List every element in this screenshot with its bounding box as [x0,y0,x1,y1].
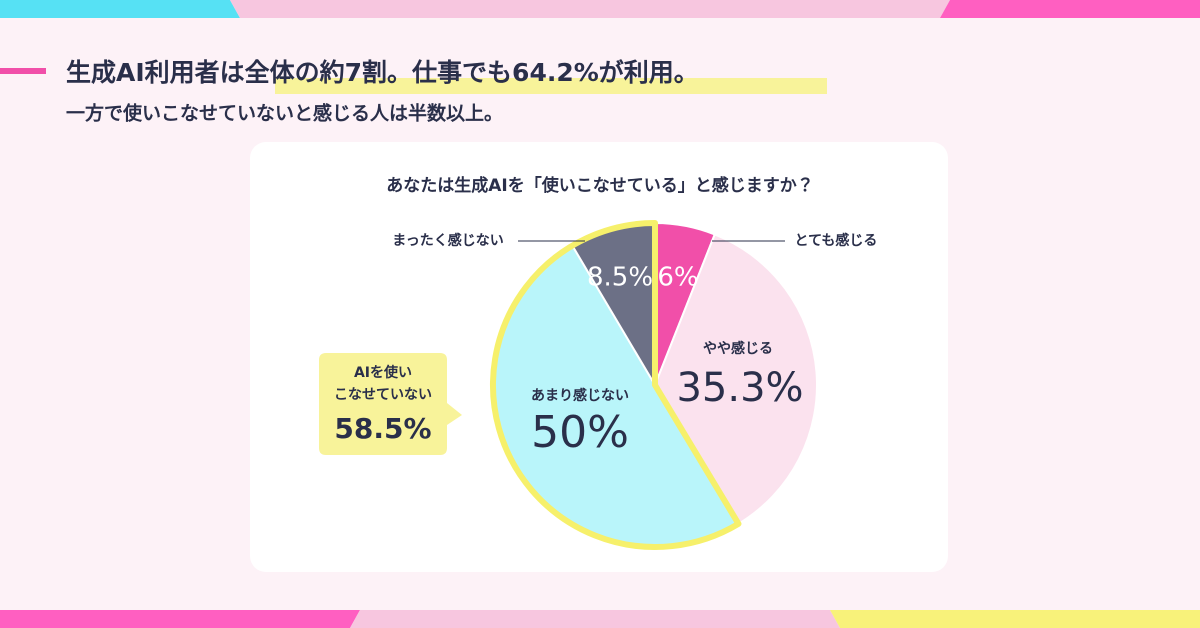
category-label: あまり感じない [531,387,629,404]
highlight-outline [490,220,742,550]
value-label: 6% [657,263,698,293]
stripe [350,610,840,628]
value-label: 35.3% [676,365,803,411]
category-label: とても感じる [795,232,878,249]
title-accent [0,68,46,74]
stripe [940,0,1200,18]
callout-bubble [319,353,462,455]
stripe [230,0,950,18]
stripe [0,610,360,628]
headline: 生成AI利用者は全体の約7割。仕事でも64.2%が利用。 [66,58,699,87]
stripe [830,610,1200,628]
subheadline: 一方で使いこなせていないと感じる人は半数以上。 [66,102,503,125]
callout-text: AIを使い [354,364,412,381]
value-label: 50% [531,407,629,458]
category-label: やや感じる [703,340,773,357]
callout-text: こなせていない [334,387,432,403]
title-highlight [275,78,827,94]
value-label: 8.5% [587,263,653,293]
stripe [0,0,240,18]
callout-value: 58.5% [334,412,431,445]
category-label: まったく感じない [392,232,503,249]
chart-title: あなたは生成AIを「使いこなせている」と感じますか？ [386,175,813,196]
